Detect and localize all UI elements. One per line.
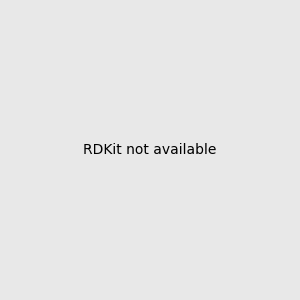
Text: RDKit not available: RDKit not available xyxy=(83,143,217,157)
